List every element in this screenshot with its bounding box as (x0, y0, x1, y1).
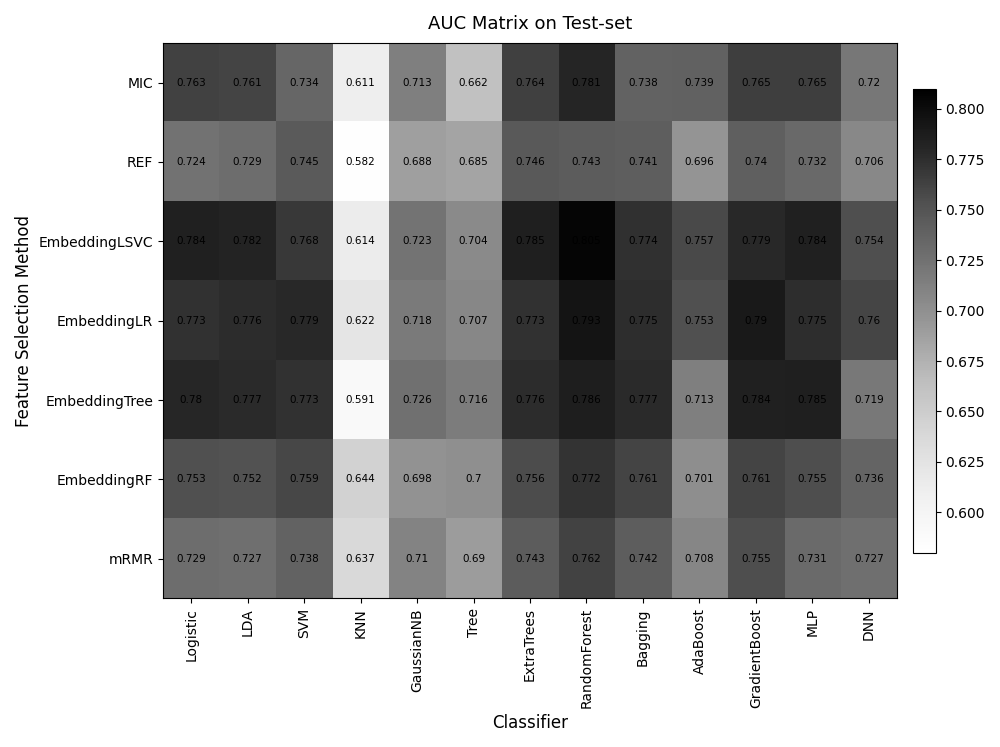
Text: 0.731: 0.731 (798, 554, 827, 564)
Text: 0.582: 0.582 (346, 157, 375, 167)
Text: 0.685: 0.685 (459, 157, 488, 167)
Text: 0.756: 0.756 (515, 474, 545, 484)
Text: 0.644: 0.644 (346, 474, 375, 484)
Text: 0.729: 0.729 (233, 157, 262, 167)
Text: 0.611: 0.611 (346, 78, 375, 87)
Text: 0.755: 0.755 (798, 474, 827, 484)
Text: 0.777: 0.777 (233, 395, 262, 405)
Text: 0.741: 0.741 (628, 157, 658, 167)
Text: 0.738: 0.738 (628, 78, 658, 87)
Text: 0.637: 0.637 (346, 554, 375, 564)
Text: 0.716: 0.716 (459, 395, 488, 405)
Text: 0.785: 0.785 (798, 395, 827, 405)
Text: 0.706: 0.706 (854, 157, 884, 167)
Text: 0.777: 0.777 (628, 395, 658, 405)
Text: 0.761: 0.761 (741, 474, 771, 484)
Text: 0.742: 0.742 (628, 554, 658, 564)
Text: 0.729: 0.729 (176, 554, 206, 564)
Text: 0.79: 0.79 (744, 316, 767, 326)
Text: 0.726: 0.726 (402, 395, 432, 405)
Text: 0.773: 0.773 (176, 316, 206, 326)
Y-axis label: Feature Selection Method: Feature Selection Method (15, 214, 33, 427)
X-axis label: Classifier: Classifier (492, 714, 568, 732)
Text: 0.704: 0.704 (459, 236, 488, 247)
Text: 0.772: 0.772 (572, 474, 601, 484)
Text: 0.805: 0.805 (572, 236, 601, 247)
Text: 0.72: 0.72 (857, 78, 880, 87)
Text: 0.707: 0.707 (459, 316, 488, 326)
Text: 0.765: 0.765 (741, 78, 771, 87)
Text: 0.753: 0.753 (685, 316, 714, 326)
Text: 0.784: 0.784 (176, 236, 206, 247)
Text: 0.727: 0.727 (854, 554, 884, 564)
Text: 0.74: 0.74 (744, 157, 767, 167)
Text: 0.774: 0.774 (628, 236, 658, 247)
Text: 0.688: 0.688 (402, 157, 432, 167)
Text: 0.768: 0.768 (289, 236, 319, 247)
Text: 0.708: 0.708 (685, 554, 714, 564)
Text: 0.763: 0.763 (176, 78, 206, 87)
Text: 0.752: 0.752 (233, 474, 262, 484)
Text: 0.773: 0.773 (289, 395, 319, 405)
Text: 0.696: 0.696 (685, 157, 714, 167)
Text: 0.776: 0.776 (233, 316, 262, 326)
Text: 0.757: 0.757 (685, 236, 714, 247)
Text: 0.743: 0.743 (572, 157, 601, 167)
Text: 0.662: 0.662 (459, 78, 488, 87)
Text: 0.736: 0.736 (854, 474, 884, 484)
Title: AUC Matrix on Test-set: AUC Matrix on Test-set (428, 15, 632, 33)
Text: 0.71: 0.71 (405, 554, 429, 564)
Text: 0.775: 0.775 (798, 316, 827, 326)
Text: 0.762: 0.762 (572, 554, 601, 564)
Text: 0.765: 0.765 (798, 78, 827, 87)
Text: 0.784: 0.784 (741, 395, 771, 405)
Text: 0.775: 0.775 (628, 316, 658, 326)
Text: 0.779: 0.779 (741, 236, 771, 247)
Text: 0.746: 0.746 (515, 157, 545, 167)
Text: 0.732: 0.732 (798, 157, 827, 167)
Text: 0.754: 0.754 (854, 236, 884, 247)
Text: 0.701: 0.701 (685, 474, 714, 484)
Text: 0.727: 0.727 (233, 554, 262, 564)
Text: 0.759: 0.759 (289, 474, 319, 484)
Text: 0.781: 0.781 (572, 78, 601, 87)
Text: 0.761: 0.761 (628, 474, 658, 484)
Text: 0.761: 0.761 (233, 78, 262, 87)
Text: 0.719: 0.719 (854, 395, 884, 405)
Text: 0.785: 0.785 (515, 236, 545, 247)
Text: 0.7: 0.7 (465, 474, 482, 484)
Text: 0.743: 0.743 (515, 554, 545, 564)
Text: 0.76: 0.76 (857, 316, 880, 326)
Text: 0.622: 0.622 (346, 316, 375, 326)
Text: 0.786: 0.786 (572, 395, 601, 405)
Text: 0.745: 0.745 (289, 157, 319, 167)
Text: 0.724: 0.724 (176, 157, 206, 167)
Text: 0.739: 0.739 (685, 78, 714, 87)
Text: 0.755: 0.755 (741, 554, 771, 564)
Text: 0.753: 0.753 (176, 474, 206, 484)
Text: 0.734: 0.734 (289, 78, 319, 87)
Text: 0.764: 0.764 (515, 78, 545, 87)
Text: 0.78: 0.78 (180, 395, 203, 405)
Text: 0.776: 0.776 (515, 395, 545, 405)
Text: 0.782: 0.782 (233, 236, 262, 247)
Text: 0.738: 0.738 (289, 554, 319, 564)
Text: 0.793: 0.793 (572, 316, 601, 326)
Text: 0.713: 0.713 (402, 78, 432, 87)
Text: 0.718: 0.718 (402, 316, 432, 326)
Text: 0.69: 0.69 (462, 554, 485, 564)
Text: 0.779: 0.779 (289, 316, 319, 326)
Text: 0.713: 0.713 (685, 395, 714, 405)
Text: 0.614: 0.614 (346, 236, 375, 247)
Text: 0.784: 0.784 (798, 236, 827, 247)
Text: 0.723: 0.723 (402, 236, 432, 247)
Text: 0.773: 0.773 (515, 316, 545, 326)
Text: 0.698: 0.698 (402, 474, 432, 484)
Text: 0.591: 0.591 (346, 395, 375, 405)
